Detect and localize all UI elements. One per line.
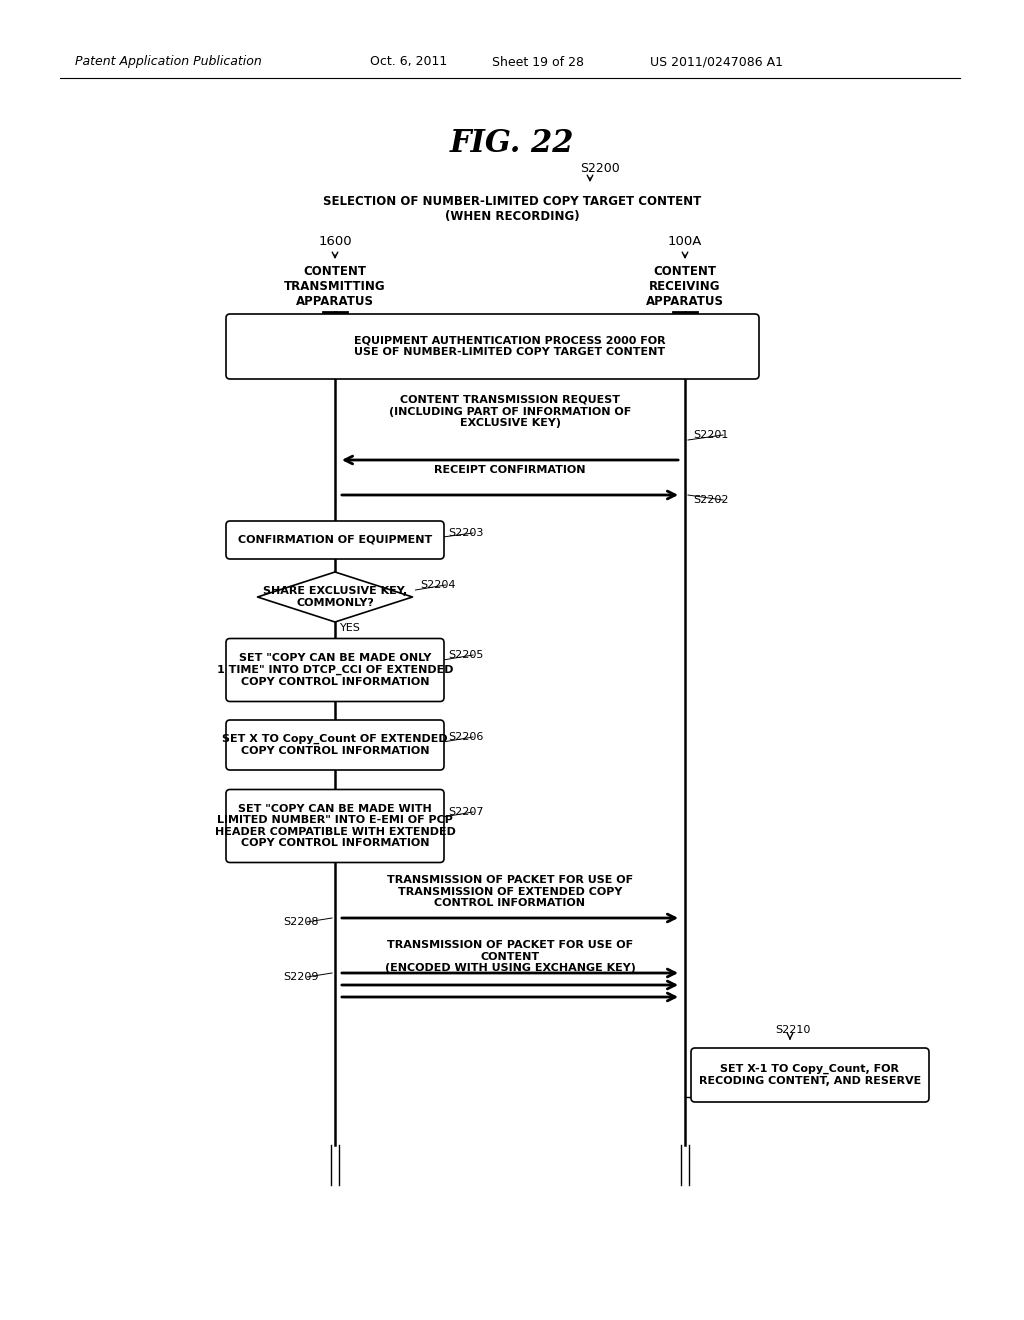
Text: SHARE EXCLUSIVE KEY,
COMMONLY?: SHARE EXCLUSIVE KEY, COMMONLY? bbox=[263, 586, 408, 607]
Text: S2202: S2202 bbox=[693, 495, 728, 506]
Text: SELECTION OF NUMBER-LIMITED COPY TARGET CONTENT
(WHEN RECORDING): SELECTION OF NUMBER-LIMITED COPY TARGET … bbox=[323, 195, 701, 223]
Text: S2210: S2210 bbox=[775, 1026, 810, 1035]
Text: S2208: S2208 bbox=[283, 917, 318, 927]
Text: RECEIPT CONFIRMATION: RECEIPT CONFIRMATION bbox=[434, 465, 586, 475]
Text: Patent Application Publication: Patent Application Publication bbox=[75, 55, 262, 69]
FancyBboxPatch shape bbox=[226, 719, 444, 770]
Text: TRANSMISSION OF PACKET FOR USE OF
TRANSMISSION OF EXTENDED COPY
CONTROL INFORMAT: TRANSMISSION OF PACKET FOR USE OF TRANSM… bbox=[387, 875, 633, 908]
FancyBboxPatch shape bbox=[226, 314, 759, 379]
Text: US 2011/0247086 A1: US 2011/0247086 A1 bbox=[650, 55, 783, 69]
Text: SET "COPY CAN BE MADE WITH
LIMITED NUMBER" INTO E-EMI OF PCP
HEADER COMPATIBLE W: SET "COPY CAN BE MADE WITH LIMITED NUMBE… bbox=[215, 804, 456, 849]
Text: CONTENT TRANSMISSION REQUEST
(INCLUDING PART OF INFORMATION OF
EXCLUSIVE KEY): CONTENT TRANSMISSION REQUEST (INCLUDING … bbox=[389, 395, 631, 428]
Text: Oct. 6, 2011: Oct. 6, 2011 bbox=[370, 55, 447, 69]
Text: 100A: 100A bbox=[668, 235, 702, 248]
Text: SET "COPY CAN BE MADE ONLY
1 TIME" INTO DTCP_CCI OF EXTENDED
COPY CONTROL INFORM: SET "COPY CAN BE MADE ONLY 1 TIME" INTO … bbox=[217, 653, 454, 686]
Text: S2207: S2207 bbox=[449, 807, 483, 817]
Text: 1600: 1600 bbox=[318, 235, 352, 248]
Text: SET X TO Copy_Count OF EXTENDED
COPY CONTROL INFORMATION: SET X TO Copy_Count OF EXTENDED COPY CON… bbox=[222, 734, 447, 756]
Text: S2203: S2203 bbox=[449, 528, 483, 539]
Polygon shape bbox=[257, 572, 413, 622]
Text: CONTENT
TRANSMITTING
APPARATUS: CONTENT TRANSMITTING APPARATUS bbox=[285, 265, 386, 308]
Text: S2201: S2201 bbox=[693, 430, 728, 440]
Text: S2206: S2206 bbox=[449, 733, 483, 742]
FancyBboxPatch shape bbox=[226, 789, 444, 862]
Text: Sheet 19 of 28: Sheet 19 of 28 bbox=[492, 55, 584, 69]
Text: YES: YES bbox=[340, 623, 360, 634]
Text: S2204: S2204 bbox=[421, 579, 456, 590]
Text: FIG. 22: FIG. 22 bbox=[450, 128, 574, 158]
FancyBboxPatch shape bbox=[226, 521, 444, 558]
Text: CONFIRMATION OF EQUIPMENT: CONFIRMATION OF EQUIPMENT bbox=[238, 535, 432, 545]
Text: CONTENT
RECEIVING
APPARATUS: CONTENT RECEIVING APPARATUS bbox=[646, 265, 724, 308]
Text: EQUIPMENT AUTHENTICATION PROCESS 2000 FOR
USE OF NUMBER-LIMITED COPY TARGET CONT: EQUIPMENT AUTHENTICATION PROCESS 2000 FO… bbox=[354, 335, 666, 356]
Text: S2209: S2209 bbox=[283, 972, 318, 982]
Text: SET X-1 TO Copy_Count, FOR
RECODING CONTENT, AND RESERVE: SET X-1 TO Copy_Count, FOR RECODING CONT… bbox=[698, 1064, 922, 1086]
FancyBboxPatch shape bbox=[226, 639, 444, 701]
Text: S2205: S2205 bbox=[449, 649, 483, 660]
Text: S2200: S2200 bbox=[580, 161, 620, 174]
FancyBboxPatch shape bbox=[691, 1048, 929, 1102]
Text: TRANSMISSION OF PACKET FOR USE OF
CONTENT
(ENCODED WITH USING EXCHANGE KEY): TRANSMISSION OF PACKET FOR USE OF CONTEN… bbox=[385, 940, 636, 973]
